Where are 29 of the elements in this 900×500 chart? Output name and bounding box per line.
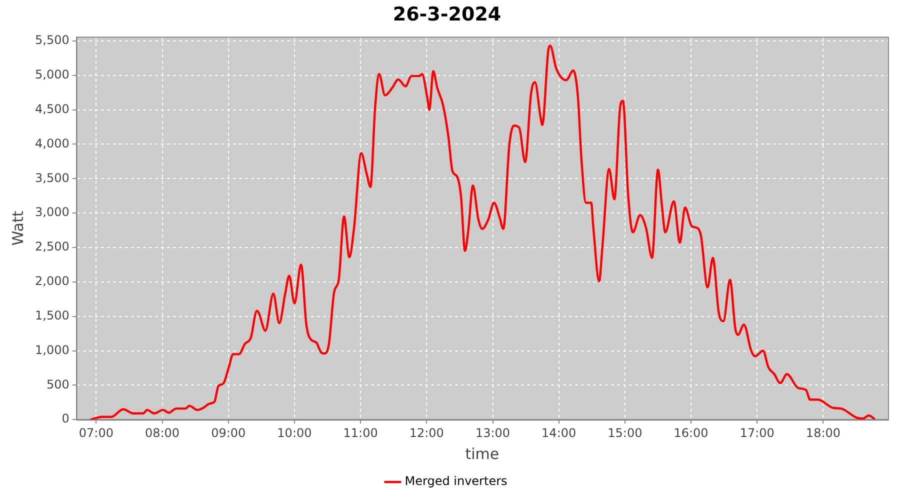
x-tick-label: 14:00 [542, 426, 576, 440]
line-series [90, 44, 876, 420]
y-axis-title: Watt [8, 210, 27, 246]
y-tick-label: 2,500 [34, 240, 70, 254]
y-tick-label: 500 [46, 377, 70, 392]
x-axis-title: time [465, 444, 500, 463]
x-tick-label: 16:00 [674, 426, 708, 440]
y-tick-label: 4,500 [34, 102, 70, 116]
x-tick-label: 07:00 [78, 426, 114, 440]
y-tick-label: 5,000 [34, 67, 70, 82]
legend-label: Merged inverters [404, 474, 508, 488]
chart-title: 26-3-2024 [392, 3, 502, 26]
x-tick-label: 18:00 [806, 426, 841, 440]
x-tick-label: 09:00 [211, 426, 246, 440]
y-tick-label: 0 [62, 412, 70, 426]
x-tick-label: 15:00 [608, 426, 642, 440]
y-tick-label: 5,500 [34, 33, 70, 48]
y-tick-label: 3,000 [34, 205, 70, 220]
y-tick-label: 1,000 [34, 342, 70, 357]
x-tick-label: 13:00 [475, 426, 510, 440]
y-tick-label: 3,500 [34, 170, 70, 185]
x-tick-label: 11:00 [343, 426, 378, 440]
y-tick-label: 4,000 [34, 136, 70, 150]
y-tick-label: 2,000 [34, 274, 70, 288]
x-tick-label: 17:00 [740, 426, 774, 440]
x-tick-label: 08:00 [144, 426, 180, 440]
y-tick-label: 1,500 [34, 308, 70, 322]
x-tick-label: 10:00 [277, 426, 312, 440]
x-tick-label: 12:00 [409, 426, 444, 440]
